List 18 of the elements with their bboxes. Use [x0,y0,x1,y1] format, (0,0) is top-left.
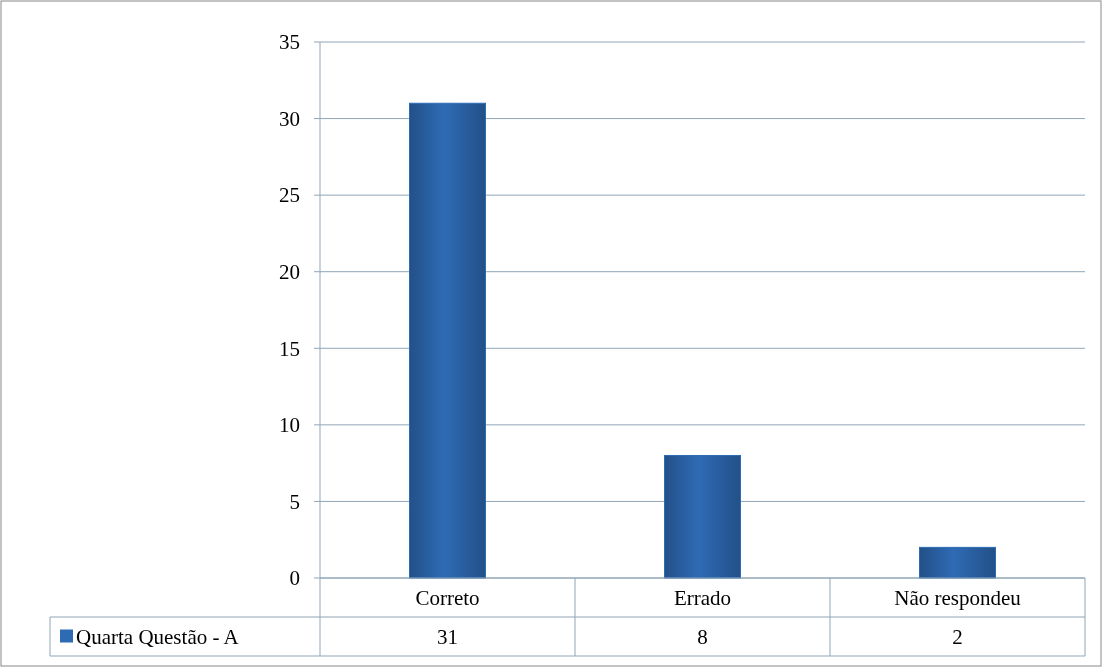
bar [664,454,741,579]
data-label: 31 [437,624,458,649]
y-tick-label: 5 [289,489,300,514]
data-label: 8 [697,624,708,649]
y-tick-label: 25 [279,183,300,208]
bar [919,546,996,579]
legend-label: Quarta Questão - A [76,624,240,649]
y-tick-label: 0 [289,566,300,591]
bar [409,102,486,579]
x-tick-label: Errado [673,585,732,610]
y-tick-label: 15 [279,336,300,361]
y-tick-label: 35 [279,30,300,55]
x-tick-label: Correto [415,585,480,610]
y-tick-label: 30 [279,106,300,131]
x-tick-label: Não respondeu [894,585,1022,610]
y-tick-label: 10 [279,413,300,438]
y-tick-label: 20 [279,260,300,285]
data-label: 2 [952,624,963,649]
